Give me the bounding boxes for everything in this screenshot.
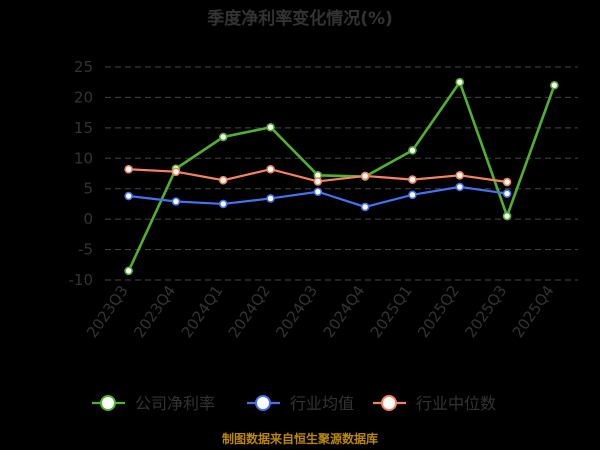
x-tick-label: 2023Q4	[130, 282, 179, 341]
data-point	[502, 189, 512, 198]
chart-title: 季度净利率变化情况(%)	[207, 8, 393, 29]
y-tick-label: 0	[83, 210, 93, 228]
data-point	[360, 202, 370, 212]
data-point	[266, 122, 275, 132]
data-source: 制图数据来自恒生聚源数据库	[222, 431, 378, 446]
legend-label: 行业中位数	[416, 394, 496, 413]
data-point	[124, 164, 133, 174]
x-tick-label: 2024Q1	[178, 282, 227, 341]
y-tick-label: 25	[74, 58, 93, 76]
gridlines	[105, 66, 578, 281]
data-point	[218, 199, 228, 209]
x-tick-label: 2025Q1	[367, 282, 416, 341]
x-tick-label: 2024Q4	[320, 282, 369, 341]
data-point	[408, 190, 417, 200]
y-tick-label: 20	[74, 88, 93, 106]
data-point	[408, 146, 417, 155]
legend-marker	[255, 395, 271, 411]
data-point	[455, 77, 465, 87]
data-point	[360, 171, 370, 181]
data-point	[502, 211, 512, 221]
x-tick-label: 2025Q4	[509, 282, 558, 341]
legend-marker	[100, 395, 116, 411]
data-point	[408, 175, 417, 184]
x-axis-ticks: 2023Q32023Q42024Q12024Q22024Q32024Q42025…	[83, 282, 558, 341]
data-point	[218, 132, 228, 142]
y-tick-label: -10	[69, 271, 94, 289]
y-tick-label: -5	[78, 241, 93, 259]
legend-label: 行业均值	[290, 394, 354, 413]
y-tick-label: 15	[74, 119, 93, 137]
data-point	[313, 187, 323, 197]
data-point	[455, 182, 465, 192]
legend-marker	[381, 395, 397, 411]
data-point	[266, 194, 275, 203]
data-point	[550, 80, 559, 90]
y-axis-ticks: 25 20 15 10 5 0 -5 -10	[69, 58, 94, 289]
x-tick-label: 2025Q2	[414, 282, 463, 341]
series-lines	[124, 77, 559, 276]
data-point	[124, 266, 133, 276]
data-point	[502, 177, 512, 187]
data-point	[124, 191, 133, 201]
x-tick-label: 2023Q3	[83, 282, 132, 341]
x-tick-label: 2025Q3	[461, 282, 510, 341]
data-point	[313, 177, 323, 186]
x-tick-label: 2024Q3	[272, 282, 321, 341]
data-point	[455, 171, 465, 180]
y-tick-label: 10	[74, 149, 93, 167]
data-point	[266, 164, 275, 174]
x-tick-label: 2024Q2	[225, 282, 274, 341]
series-line	[127, 79, 556, 272]
data-point	[218, 175, 228, 185]
legend: 公司净利率 行业均值 行业中位数	[92, 394, 496, 413]
data-point	[171, 197, 181, 206]
data-point	[171, 167, 181, 176]
y-tick-label: 5	[83, 180, 93, 198]
legend-label: 公司净利率	[135, 394, 215, 413]
